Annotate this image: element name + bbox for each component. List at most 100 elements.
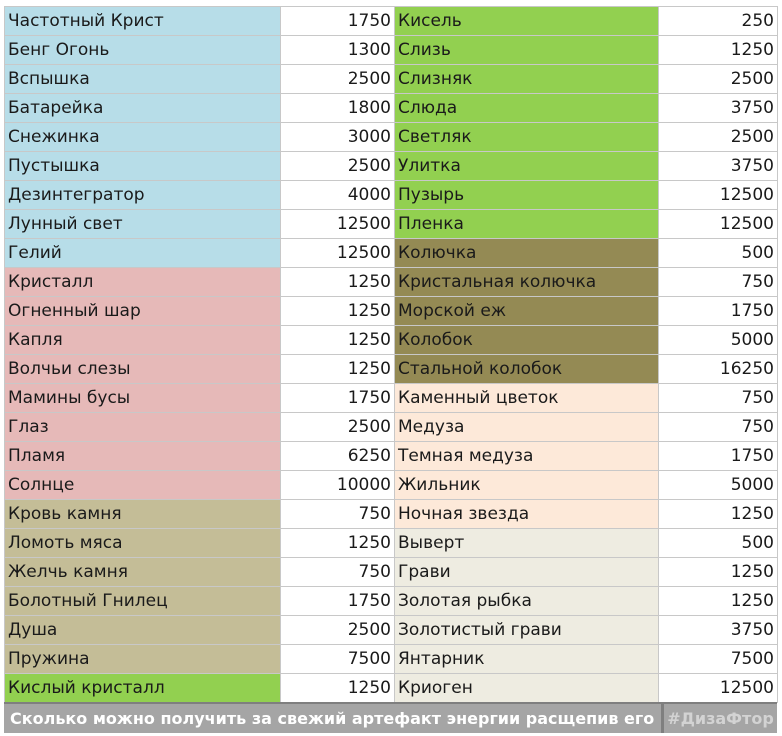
- left-energy-value-cell[interactable]: 1300: [280, 35, 395, 65]
- right-artifact-name-cell[interactable]: Слизь: [394, 35, 659, 65]
- left-artifact-name-cell[interactable]: Кровь камня: [4, 499, 281, 529]
- left-artifact-name-cell[interactable]: Капля: [4, 325, 281, 355]
- right-artifact-name-cell[interactable]: Улитка: [394, 151, 659, 181]
- right-artifact-name-cell[interactable]: Кисель: [394, 6, 659, 36]
- right-artifact-name-cell[interactable]: Морской еж: [394, 296, 659, 326]
- right-energy-value-cell[interactable]: 1250: [658, 586, 778, 616]
- left-artifact-name-cell[interactable]: Гелий: [4, 238, 281, 268]
- left-energy-value-cell[interactable]: 1250: [280, 325, 395, 355]
- left-energy-value-cell[interactable]: 750: [280, 557, 395, 587]
- right-artifact-name-cell[interactable]: Каменный цветок: [394, 383, 659, 413]
- right-artifact-name-cell[interactable]: Пленка: [394, 209, 659, 239]
- right-energy-value-cell[interactable]: 500: [658, 528, 778, 558]
- right-artifact-name-cell[interactable]: Медуза: [394, 412, 659, 442]
- right-energy-value-cell[interactable]: 1250: [658, 35, 778, 65]
- right-artifact-name-cell[interactable]: Криоген: [394, 673, 659, 703]
- left-artifact-name-cell[interactable]: Болотный Гнилец: [4, 586, 281, 616]
- left-energy-value-cell[interactable]: 1800: [280, 93, 395, 123]
- right-energy-value-cell[interactable]: 2500: [658, 122, 778, 152]
- left-energy-value-cell[interactable]: 1250: [280, 528, 395, 558]
- left-energy-value-cell[interactable]: 1250: [280, 267, 395, 297]
- right-artifact-name-cell[interactable]: Колобок: [394, 325, 659, 355]
- right-artifact-name-cell[interactable]: Грави: [394, 557, 659, 587]
- right-energy-value-cell[interactable]: 3750: [658, 615, 778, 645]
- right-artifact-name-cell[interactable]: Ночная звезда: [394, 499, 659, 529]
- right-energy-value-cell[interactable]: 12500: [658, 180, 778, 210]
- left-artifact-name-cell[interactable]: Ломоть мяса: [4, 528, 281, 558]
- left-artifact-name-cell[interactable]: Вспышка: [4, 64, 281, 94]
- left-energy-value-cell[interactable]: 750: [280, 499, 395, 529]
- right-energy-value-cell[interactable]: 750: [658, 267, 778, 297]
- left-artifact-name-cell[interactable]: Пружина: [4, 644, 281, 674]
- left-energy-value-cell[interactable]: 2500: [280, 412, 395, 442]
- table-row: Лунный свет 12500 Пленка 12500: [4, 209, 778, 239]
- right-artifact-name-cell[interactable]: Янтарник: [394, 644, 659, 674]
- right-artifact-name-cell[interactable]: Пузырь: [394, 180, 659, 210]
- left-artifact-name-cell[interactable]: Глаз: [4, 412, 281, 442]
- left-energy-value-cell[interactable]: 7500: [280, 644, 395, 674]
- right-energy-value-cell[interactable]: 1750: [658, 296, 778, 326]
- right-artifact-name-cell[interactable]: Выверт: [394, 528, 659, 558]
- left-artifact-name-cell[interactable]: Волчьи слезы: [4, 354, 281, 384]
- right-energy-value-cell[interactable]: 5000: [658, 470, 778, 500]
- right-energy-value-cell[interactable]: 750: [658, 383, 778, 413]
- right-artifact-name-cell[interactable]: Темная медуза: [394, 441, 659, 471]
- left-artifact-name-cell[interactable]: Дезинтегратор: [4, 180, 281, 210]
- right-artifact-name-cell[interactable]: Слюда: [394, 93, 659, 123]
- left-energy-value-cell[interactable]: 1750: [280, 6, 395, 36]
- table-row: Пустышка 2500 Улитка 3750: [4, 151, 778, 181]
- right-energy-value-cell[interactable]: 1750: [658, 441, 778, 471]
- right-artifact-name-cell[interactable]: Кристальная колючка: [394, 267, 659, 297]
- right-energy-value-cell[interactable]: 250: [658, 6, 778, 36]
- right-energy-value-cell[interactable]: 12500: [658, 673, 778, 703]
- left-artifact-name-cell[interactable]: Снежинка: [4, 122, 281, 152]
- right-artifact-name-cell[interactable]: Колючка: [394, 238, 659, 268]
- left-energy-value-cell[interactable]: 1750: [280, 383, 395, 413]
- left-energy-value-cell[interactable]: 6250: [280, 441, 395, 471]
- left-artifact-name-cell[interactable]: Желчь камня: [4, 557, 281, 587]
- left-artifact-name-cell[interactable]: Бенг Огонь: [4, 35, 281, 65]
- right-energy-value-cell[interactable]: 7500: [658, 644, 778, 674]
- left-artifact-name-cell[interactable]: Огненный шар: [4, 296, 281, 326]
- left-artifact-name-cell[interactable]: Кислый кристалл: [4, 673, 281, 703]
- left-artifact-name-cell[interactable]: Батарейка: [4, 93, 281, 123]
- left-artifact-name-cell[interactable]: Солнце: [4, 470, 281, 500]
- left-energy-value-cell[interactable]: 4000: [280, 180, 395, 210]
- right-energy-value-cell[interactable]: 3750: [658, 93, 778, 123]
- left-energy-value-cell[interactable]: 2500: [280, 64, 395, 94]
- left-energy-value-cell[interactable]: 1250: [280, 296, 395, 326]
- right-artifact-name-cell[interactable]: Золотистый грави: [394, 615, 659, 645]
- left-energy-value-cell[interactable]: 12500: [280, 209, 395, 239]
- right-energy-value-cell[interactable]: 16250: [658, 354, 778, 384]
- right-energy-value-cell[interactable]: 500: [658, 238, 778, 268]
- left-artifact-name-cell[interactable]: Пустышка: [4, 151, 281, 181]
- left-artifact-name-cell[interactable]: Частотный Крист: [4, 6, 281, 36]
- right-artifact-name-cell[interactable]: Стальной колобок: [394, 354, 659, 384]
- right-energy-value-cell[interactable]: 750: [658, 412, 778, 442]
- left-energy-value-cell[interactable]: 10000: [280, 470, 395, 500]
- left-artifact-name-cell[interactable]: Душа: [4, 615, 281, 645]
- left-energy-value-cell[interactable]: 1250: [280, 673, 395, 703]
- left-energy-value-cell[interactable]: 1250: [280, 354, 395, 384]
- left-energy-value-cell[interactable]: 2500: [280, 615, 395, 645]
- right-energy-value-cell[interactable]: 12500: [658, 209, 778, 239]
- right-energy-value-cell[interactable]: 2500: [658, 64, 778, 94]
- left-artifact-name-cell[interactable]: Кристалл: [4, 267, 281, 297]
- right-energy-value-cell[interactable]: 3750: [658, 151, 778, 181]
- left-artifact-name-cell[interactable]: Пламя: [4, 441, 281, 471]
- artifact-table-body: Частотный Крист 1750 Кисель 250 Бенг Огонь 13…: [4, 6, 778, 703]
- right-energy-value-cell[interactable]: 5000: [658, 325, 778, 355]
- right-artifact-name-cell[interactable]: Жильник: [394, 470, 659, 500]
- left-artifact-name-cell[interactable]: Мамины бусы: [4, 383, 281, 413]
- right-artifact-name-cell[interactable]: Золотая рыбка: [394, 586, 659, 616]
- right-energy-value-cell[interactable]: 1250: [658, 499, 778, 529]
- right-energy-value-cell[interactable]: 1250: [658, 557, 778, 587]
- left-energy-value-cell[interactable]: 2500: [280, 151, 395, 181]
- table-row: Бенг Огонь 1300 Слизь 1250: [4, 35, 778, 65]
- left-artifact-name-cell[interactable]: Лунный свет: [4, 209, 281, 239]
- right-artifact-name-cell[interactable]: Слизняк: [394, 64, 659, 94]
- left-energy-value-cell[interactable]: 12500: [280, 238, 395, 268]
- left-energy-value-cell[interactable]: 3000: [280, 122, 395, 152]
- left-energy-value-cell[interactable]: 1750: [280, 586, 395, 616]
- right-artifact-name-cell[interactable]: Светляк: [394, 122, 659, 152]
